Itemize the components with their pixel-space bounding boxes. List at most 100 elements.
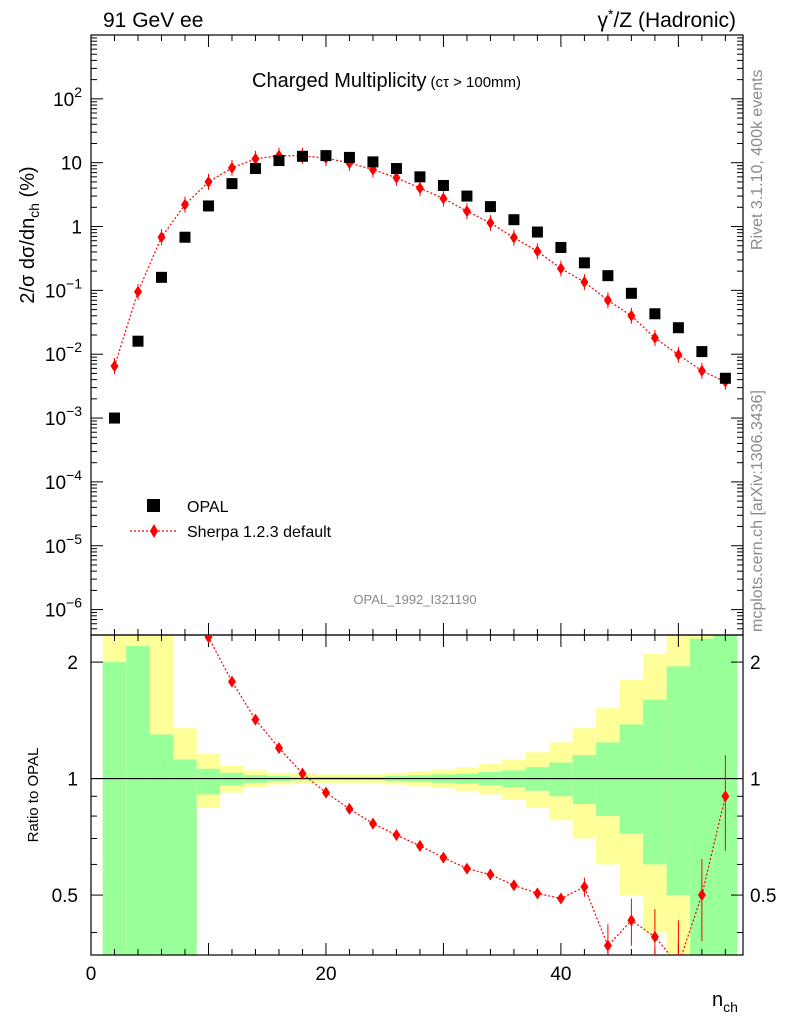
sherpa-point (251, 152, 260, 165)
opal-point (202, 200, 214, 212)
legend-opal-marker (147, 499, 160, 512)
green-band-bin (149, 734, 174, 955)
sherpa-ratio-point (556, 892, 565, 905)
sherpa-point (227, 161, 236, 174)
x-axis-label: nch (712, 989, 738, 1015)
sherpa-point (627, 309, 636, 322)
legend-sherpa-marker (150, 524, 158, 538)
opal-point (508, 214, 520, 226)
opal-point (390, 163, 402, 175)
opal-point (461, 190, 473, 202)
main-y-tick-label: 10−4 (45, 467, 82, 494)
opal-point (132, 335, 144, 347)
sherpa-ratio-point (274, 741, 283, 754)
opal-point (273, 155, 285, 167)
ratio-y-tick-label: 0.5 (52, 886, 78, 907)
opal-point (649, 308, 661, 320)
sherpa-point (486, 216, 495, 229)
opal-point (555, 241, 567, 253)
opal-point (484, 201, 496, 213)
sherpa-point (509, 231, 518, 244)
ratio-clipped-group (204, 635, 730, 955)
opal-point (672, 322, 684, 334)
opal-point (719, 372, 731, 384)
legend: OPAL Sherpa 1.2.3 default (130, 499, 332, 541)
sherpa-point (439, 192, 448, 205)
opal-point (155, 271, 167, 283)
mcplots-label: mcplots.cern.ch [arXiv:1306.3436] (749, 390, 766, 632)
sherpa-ratio-point (321, 786, 330, 799)
sherpa-ratio-point (697, 889, 706, 902)
sherpa-ratio-point (392, 828, 401, 841)
opal-series (108, 150, 731, 424)
sherpa-ratio-series (204, 635, 730, 955)
sherpa-ratio-point (486, 868, 495, 881)
sherpa-point (392, 171, 401, 184)
green-band-bin (173, 759, 197, 955)
sherpa-ratio-point (627, 914, 636, 927)
opal-point (367, 156, 379, 168)
main-y-tick-label: 102 (53, 84, 82, 111)
x-tick-label: 40 (550, 964, 571, 985)
main-y-tick-label: 10 (61, 154, 82, 175)
sherpa-ratio-point (298, 767, 307, 780)
sherpa-ratio-point (368, 817, 377, 830)
sherpa-point (697, 364, 706, 377)
sherpa-point (157, 231, 166, 244)
sherpa-ratio-point (415, 839, 424, 852)
green-band-bin (549, 762, 573, 797)
ratio-y-tick-label-right: 0.5 (750, 886, 776, 907)
sherpa-point (674, 348, 683, 361)
header-right: γ*/Z (Hadronic) (598, 6, 736, 32)
green-band-bin (596, 742, 620, 817)
sherpa-point (462, 205, 471, 218)
sherpa-ratio-point (650, 930, 659, 943)
sherpa-ratio-point (462, 862, 471, 875)
sherpa-point (603, 294, 612, 307)
legend-sherpa-label: Sherpa 1.2.3 default (187, 524, 332, 541)
sherpa-ratio-point (345, 802, 354, 815)
opal-point (696, 346, 708, 358)
opal-point (437, 179, 449, 191)
sherpa-ratio-point (580, 880, 589, 893)
ratio-plot-frame (90, 634, 744, 956)
green-band-bin (666, 666, 691, 896)
ratio-y-tick-label-right: 2 (750, 653, 761, 674)
main-y-tick-label: 10−2 (45, 339, 82, 366)
opal-point (179, 231, 191, 243)
sherpa-ratio-point (251, 713, 260, 726)
opal-point (414, 171, 426, 183)
sherpa-point (133, 285, 142, 298)
green-band-bin (126, 646, 150, 955)
sherpa-ratio-point (509, 879, 518, 892)
sherpa-point (580, 276, 589, 289)
main-ylabel: 2/σ dσ/dnch (%) (17, 166, 42, 303)
main-y-tick-label: 10−6 (45, 595, 82, 622)
main-plot-frame (90, 34, 744, 636)
opal-point (625, 287, 637, 299)
ratio-y-tick-label: 2 (67, 653, 78, 674)
x-tick-label: 20 (315, 964, 336, 985)
sherpa-point (180, 198, 189, 211)
rivet-label: Rivet 3.1.10, 400k events (749, 69, 766, 250)
main-y-tick-label: 10−1 (45, 275, 82, 302)
green-band-bin (572, 755, 597, 804)
main-y-tick-label: 1 (71, 218, 82, 239)
opal-point (578, 257, 590, 269)
main-y-tick-label: 10−3 (45, 403, 82, 430)
sherpa-ratio-point (603, 939, 612, 952)
main-y-tick-label: 10−5 (45, 531, 82, 558)
opal-point (249, 163, 261, 175)
ratio-ylabel: Ratio to OPAL (25, 748, 42, 843)
sherpa-ratio-point (227, 675, 236, 688)
sherpa-ratio-point (204, 635, 213, 644)
opal-point (531, 226, 543, 238)
sherpa-point (204, 175, 213, 188)
header-left: 91 GeV ee (103, 9, 203, 32)
sherpa-ratio-point (533, 887, 542, 900)
green-band-bin (690, 638, 714, 955)
sherpa-point (110, 360, 119, 373)
ratio-y-tick-label: 1 (67, 770, 78, 791)
legend-opal-label: OPAL (187, 499, 229, 516)
